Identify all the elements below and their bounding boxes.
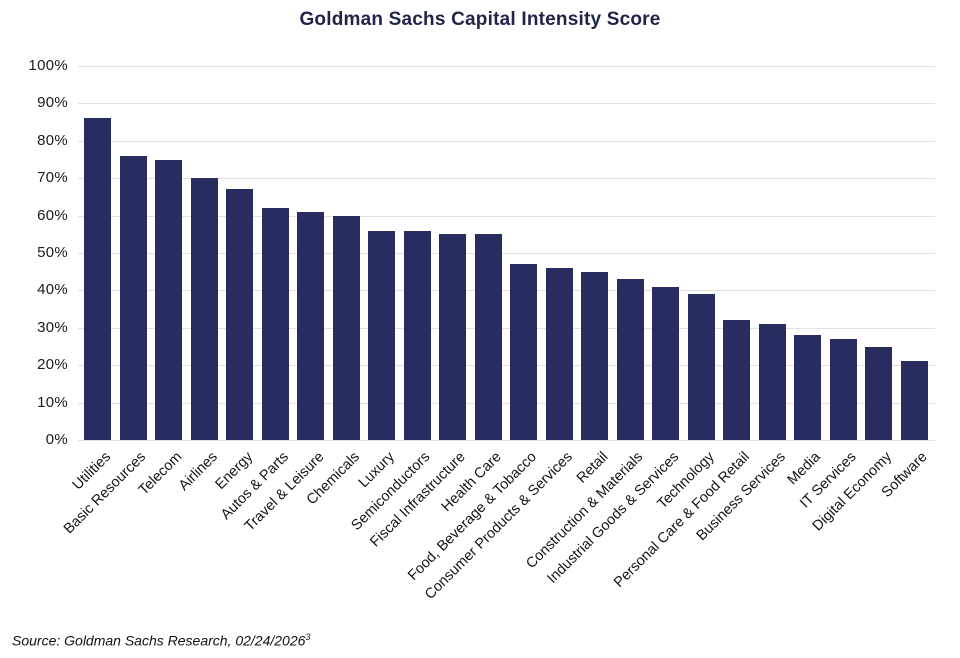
bar [226, 189, 254, 440]
gridline [78, 290, 935, 292]
gridline [78, 440, 935, 441]
gridline [78, 103, 935, 105]
gridline [78, 66, 935, 67]
y-axis-tick-label: 80% [37, 131, 68, 149]
bar [439, 234, 467, 440]
bar [190, 178, 218, 440]
source-note: Source: Goldman Sachs Research, 02/24/20… [12, 632, 310, 649]
y-axis-tick-label: 50% [37, 244, 68, 261]
gridline [78, 253, 935, 254]
y-axis-tick-label: 10% [37, 393, 68, 411]
y-axis-tick-label: 30% [37, 318, 68, 336]
bar [297, 211, 325, 440]
y-axis-tick-label: 0% [45, 431, 68, 448]
gridline [78, 365, 935, 367]
gridline [78, 215, 935, 217]
gridline [78, 402, 935, 404]
gridline [78, 178, 935, 180]
source-text: Source: Goldman Sachs Research, 02/24/20… [12, 632, 306, 649]
bar [581, 271, 609, 440]
y-axis-tick-label: 100% [28, 57, 68, 74]
bar [616, 279, 644, 440]
bar [723, 320, 751, 440]
source-superscript: 3 [305, 632, 311, 642]
bar [332, 215, 360, 440]
y-axis-tick-label: 20% [37, 356, 68, 374]
gridline [78, 140, 935, 142]
chart-title: Goldman Sachs Capital Intensity Score [299, 9, 661, 30]
bar [510, 264, 538, 440]
y-axis-tick-label: 60% [37, 206, 68, 224]
bar [119, 155, 147, 440]
bar [687, 294, 715, 440]
gridline [78, 327, 935, 329]
bar [261, 208, 289, 440]
bar [474, 234, 502, 440]
bar [545, 267, 573, 440]
bar [155, 159, 183, 440]
bar [84, 118, 112, 440]
y-axis-tick-label: 40% [37, 281, 68, 299]
bar [900, 361, 928, 440]
y-axis-tick-label: 90% [37, 94, 68, 112]
bar [829, 339, 857, 440]
bar [403, 230, 431, 440]
bar [652, 286, 680, 440]
bar [794, 335, 822, 440]
x-axis-label: Airlines [175, 449, 221, 494]
bar [865, 346, 893, 440]
bar [368, 230, 396, 440]
y-axis-tick-label: 70% [37, 169, 68, 187]
bar [758, 324, 786, 440]
